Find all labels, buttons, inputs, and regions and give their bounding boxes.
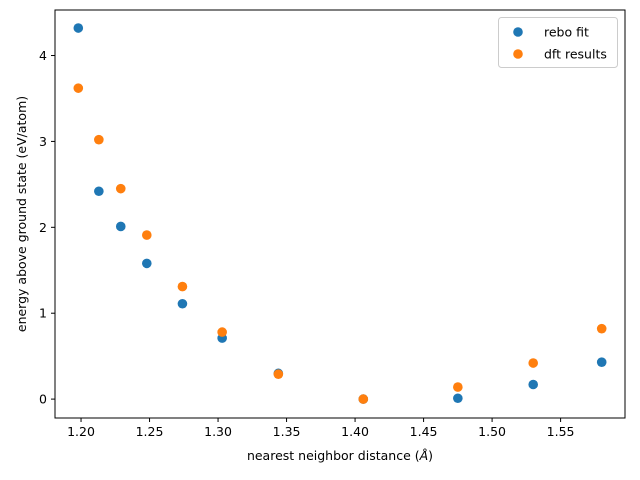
x-tick-label: 1.45 — [410, 424, 438, 439]
plot-area — [54, 9, 626, 419]
data-points — [73, 23, 607, 404]
x-tick-label: 1.30 — [204, 424, 232, 439]
data-point-dft-results — [358, 394, 369, 404]
x-tick-label: 1.25 — [136, 424, 164, 439]
x-axis-label-unit: Å — [419, 448, 429, 463]
x-axis-ticks: 1.20 1.25 1.30 1.35 1.40 1.45 1.50 1.55 — [67, 418, 575, 439]
x-axis-label-suffix: ) — [428, 448, 433, 463]
x-tick-label: 1.55 — [547, 424, 575, 439]
data-point-rebo-fit — [596, 357, 607, 367]
data-point-dft-results — [94, 134, 104, 145]
legend-label-rebo-fit: rebo fit — [544, 25, 589, 40]
data-point-rebo-fit — [115, 221, 126, 232]
x-tick-label: 1.50 — [478, 424, 506, 439]
data-point-dft-results — [528, 358, 538, 368]
y-tick-label: 4 — [39, 48, 47, 63]
data-point-dft-results — [177, 281, 188, 292]
y-tick-label: 0 — [39, 392, 47, 407]
legend-marker-dft-results — [513, 49, 523, 59]
data-point-rebo-fit — [73, 23, 84, 33]
data-point-dft-results — [217, 327, 227, 337]
data-point-dft-results — [596, 323, 607, 334]
data-point-rebo-fit — [142, 258, 152, 269]
data-point-rebo-fit — [94, 186, 104, 197]
x-tick-label: 1.35 — [273, 424, 301, 439]
data-point-rebo-fit — [528, 379, 538, 390]
legend-marker-rebo-fit — [513, 27, 523, 37]
x-tick-label: 1.40 — [341, 424, 369, 439]
data-point-rebo-fit — [453, 393, 463, 404]
legend-box — [498, 17, 618, 68]
y-tick-label: 3 — [39, 134, 47, 149]
y-tick-label: 1 — [39, 306, 47, 321]
data-point-dft-results — [453, 382, 463, 392]
y-axis-label: energy above ground state (eV/atom) — [14, 96, 29, 332]
x-axis-label-text: nearest neighbor distance ( — [247, 448, 420, 463]
y-axis-ticks: 0 1 2 3 4 — [39, 48, 55, 407]
data-point-dft-results — [273, 369, 284, 379]
data-point-dft-results — [115, 183, 126, 194]
x-tick-label: 1.20 — [67, 424, 95, 439]
y-tick-label: 2 — [39, 220, 47, 235]
data-point-dft-results — [142, 230, 152, 240]
data-point-rebo-fit — [177, 298, 188, 309]
legend-label-dft-results: dft results — [544, 47, 607, 62]
x-axis-label: nearest neighbor distance (Å) — [247, 448, 433, 463]
data-point-dft-results — [73, 83, 84, 93]
legend: rebo fit dft results — [498, 17, 618, 68]
